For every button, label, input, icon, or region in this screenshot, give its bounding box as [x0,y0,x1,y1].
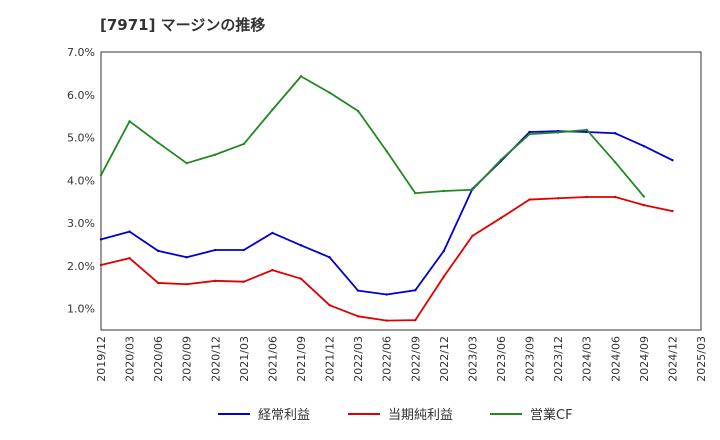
data-point [185,162,188,165]
data-point [128,256,131,260]
data-point [156,141,160,144]
data-point [356,289,360,292]
x-tick-label: 2020/06 [152,336,165,382]
data-point [414,191,417,195]
x-tick-label: 2024/12 [666,336,679,382]
x-tick-label: 2023/06 [495,336,508,382]
y-tick-label: 1.0% [67,303,95,316]
x-tick-label: 2022/03 [352,336,365,382]
data-point [356,109,360,113]
data-point [242,248,246,252]
data-point [356,315,360,318]
data-point [214,279,217,283]
data-point [242,280,246,283]
series-line-3 [100,75,645,198]
y-tick-label: 2.0% [67,260,95,273]
x-tick-label: 2023/09 [524,336,537,382]
data-point [442,249,446,253]
data-point [99,173,103,177]
x-tick-label: 2020/03 [124,336,137,382]
data-point [128,120,131,123]
x-tick-label: 2020/09 [181,336,194,382]
data-point [442,275,446,278]
data-point [642,203,646,207]
data-point [99,263,103,267]
data-point [528,198,531,201]
data-point [471,188,474,191]
data-point [642,144,646,148]
data-point [671,209,674,213]
data-point [156,249,160,253]
x-tick-label: 2025/03 [695,336,708,382]
legend-label: 営業CF [530,407,573,423]
data-point [385,319,388,322]
x-tick-label: 2023/03 [466,336,479,382]
x-tick-label: 2022/12 [438,336,451,382]
data-point [442,189,446,193]
legend-label: 経常利益 [258,408,310,423]
data-point [556,131,560,134]
data-point [585,195,588,199]
data-point [156,281,160,285]
data-point [328,91,331,94]
data-point [614,195,617,199]
legend-label: 当期純利益 [388,408,453,423]
data-point [299,277,303,280]
x-tick-label: 2024/06 [609,336,622,382]
data-point [299,244,303,247]
data-point [499,158,503,161]
data-point [528,132,531,136]
data-point [556,197,560,200]
data-point [185,256,188,259]
data-point [242,142,246,146]
data-point [385,150,388,153]
data-point [414,318,417,322]
data-point [385,293,388,296]
x-tick-label: 2021/09 [295,336,308,382]
data-point [299,75,303,78]
data-point [642,195,646,198]
data-point [214,248,217,252]
y-tick-label: 7.0% [67,46,95,59]
data-point [128,230,131,233]
x-tick-label: 2022/06 [381,336,394,382]
x-tick-label: 2023/12 [552,336,565,382]
data-point [99,238,103,241]
data-point [328,256,331,259]
y-tick-label: 4.0% [67,174,95,187]
y-tick-label: 6.0% [67,89,95,102]
x-tick-label: 2020/12 [209,336,222,382]
x-tick-label: 2024/03 [581,336,594,382]
data-point [271,268,274,272]
data-point [671,159,674,162]
data-point [585,128,588,132]
data-point [499,216,503,220]
y-tick-label: 3.0% [67,217,95,230]
x-tick-label: 2024/09 [638,336,651,382]
data-point [471,234,474,238]
x-tick-label: 2021/03 [238,336,251,382]
data-point [414,289,417,292]
data-point [271,108,274,111]
x-tick-label: 2019/12 [95,336,108,382]
plot-frame [100,51,702,331]
data-point [614,132,617,135]
data-point [185,283,188,286]
x-tick-label: 2021/06 [266,336,279,382]
chart-title: [7971] マージンの推移 [100,16,266,34]
data-point [214,153,217,156]
data-point [528,130,531,134]
x-tick-label: 2021/12 [324,336,337,382]
data-point [271,231,274,235]
data-point [614,161,617,164]
data-point [328,303,331,307]
y-tick-label: 5.0% [67,132,95,145]
x-tick-label: 2022/09 [409,336,422,382]
